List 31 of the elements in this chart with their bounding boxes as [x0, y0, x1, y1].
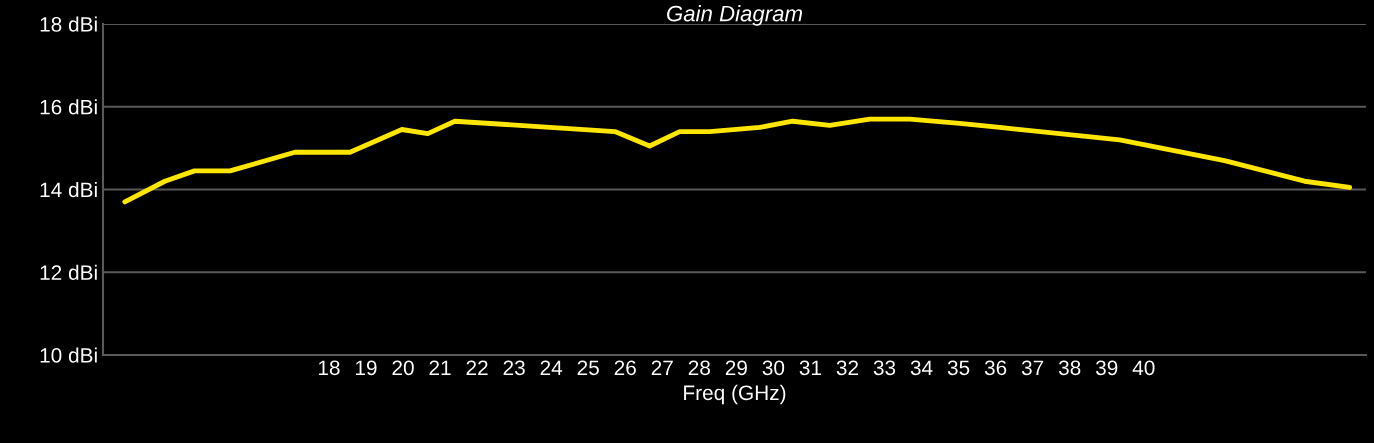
- x-tick-label: 24: [540, 360, 563, 375]
- y-tick-label: 10 dBi: [40, 347, 97, 363]
- x-tick-label: 37: [1021, 360, 1044, 376]
- x-tick-label: 31: [799, 360, 821, 376]
- x-tick-label: 34: [910, 360, 933, 376]
- x-tick-label: 25: [577, 360, 599, 376]
- y-tick-label: 14 dBi: [40, 181, 97, 198]
- x-tick-label: 27: [651, 360, 673, 375]
- x-tick-label: 18: [318, 360, 340, 376]
- y-tick-label: 18 dBi: [40, 16, 97, 32]
- chart-title: Gain Diagram: [667, 5, 803, 26]
- x-tick-label: 20: [392, 360, 414, 376]
- y-tick-label: 12 dBi: [40, 264, 97, 280]
- x-tick-label: 38: [1058, 360, 1081, 376]
- line-series: [122, 116, 1353, 205]
- x-tick-label: 19: [355, 360, 377, 376]
- x-tick-label: 35: [947, 360, 970, 376]
- x-tick-label: 39: [1095, 360, 1118, 376]
- x-tick-label: 40: [1132, 360, 1155, 376]
- x-axis-title: Freq (GHz): [684, 384, 786, 405]
- x-tick-label: 22: [466, 360, 488, 375]
- x-tick-label: 23: [503, 360, 525, 376]
- x-tick-label: 29: [725, 360, 747, 376]
- x-tick-label: 30: [762, 360, 785, 376]
- x-tick-label: 28: [688, 360, 710, 376]
- y-tick-label: 16 dBi: [40, 99, 97, 115]
- x-tick-label: 32: [836, 360, 859, 376]
- x-tick-label: 26: [614, 360, 636, 376]
- x-tick-label: 33: [873, 360, 896, 376]
- x-tick-label: 36: [984, 360, 1007, 376]
- x-tick-label: 21: [429, 360, 451, 375]
